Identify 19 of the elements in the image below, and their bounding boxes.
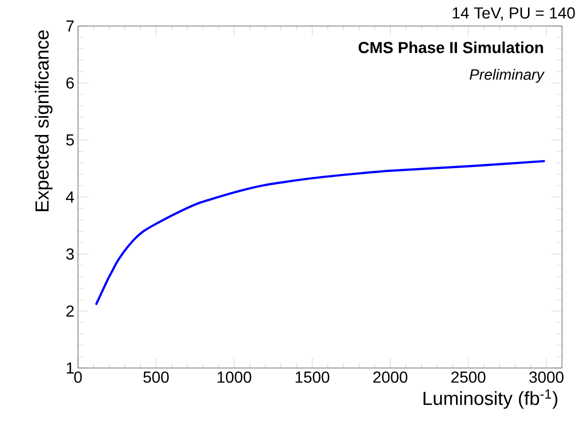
x-tick-label: 500 (143, 372, 169, 383)
y-tick-label: 5 (66, 134, 74, 146)
y-axis-title: Expected significance (34, 30, 52, 212)
x-tick-label: 2500 (451, 372, 486, 383)
y-tick-label: 2 (66, 305, 74, 317)
x-tick-label: 3000 (529, 372, 564, 383)
text: Preliminary (470, 68, 545, 83)
text: 14 TeV, PU = 140 (452, 7, 575, 20)
y-tick-label: 4 (66, 192, 74, 202)
x-tick-label: 1000 (218, 372, 252, 383)
y-tick-label: 3 (66, 248, 74, 260)
y-tick-label: 6 (66, 77, 74, 89)
x-tick-label: 0 (74, 372, 82, 383)
text: CMS Phase II Simulation (358, 41, 543, 54)
y-tick-label: 7 (66, 20, 74, 32)
x-axis-title: Luminosity (fb$^{-1}$) (424, 390, 558, 409)
x-tick-label: 1500 (296, 372, 330, 383)
y-tick-label: 1 (66, 362, 74, 374)
x-tick-label: 2000 (373, 372, 408, 383)
